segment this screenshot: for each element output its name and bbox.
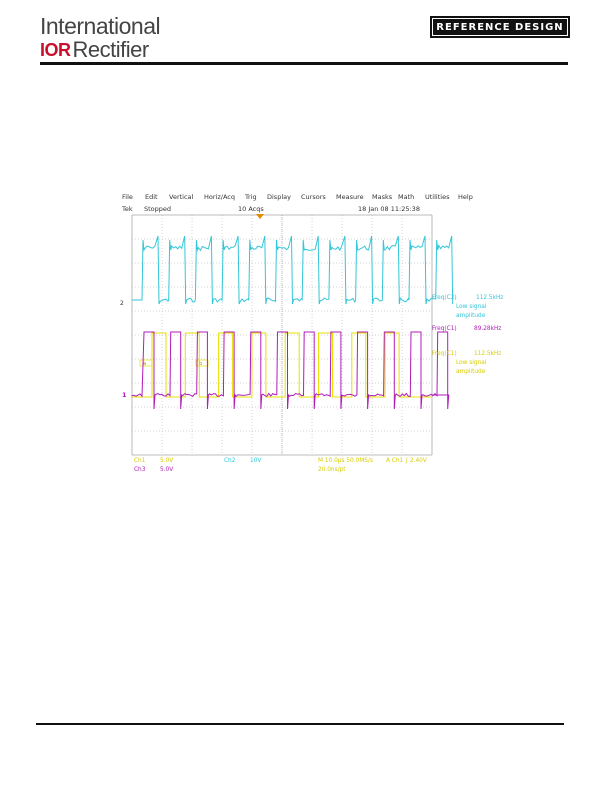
scope-menu-masks[interactable]: Masks [372, 193, 393, 201]
scope-menu-display[interactable]: Display [267, 193, 291, 201]
meas-freq-c1b-note1: Low signal [456, 360, 487, 366]
footer-rule [36, 723, 564, 725]
scope-menu-help[interactable]: Help [458, 193, 473, 201]
ch2-waveform-cyan [131, 235, 454, 305]
meas-freq-c1b-note2: amplitude [456, 369, 486, 375]
footer-ch3-scale: 5.0V [160, 467, 173, 473]
meas-freq-c2-note2: amplitude [456, 313, 486, 319]
meas-freq-c1-label: Freq(C1) [432, 326, 457, 332]
logo-text-rectifier: Rectifier [72, 37, 150, 62]
logo-text-international: International [40, 13, 161, 39]
scope-menu-measure[interactable]: Measure [336, 193, 364, 201]
footer-ch1-label: Ch1 [134, 458, 146, 464]
scope-run-state: Stopped [144, 205, 172, 213]
meas-freq-c2-value: 112.5kHz [476, 295, 503, 301]
scope-menu-trig[interactable]: Trig [245, 193, 257, 201]
scope-menu-math[interactable]: Math [398, 193, 415, 201]
trigger-position-marker [256, 214, 264, 219]
footer-timebase: M 10.0μs 50.0MS/s [318, 458, 373, 464]
footer-trigger: A Ch1 ∫ 2.40V [386, 457, 427, 464]
scope-acq-count: 10 Acqs [238, 205, 264, 213]
ch1-waveform-yellow [132, 332, 432, 398]
scope-menu-utilities[interactable]: Utilities [425, 193, 450, 201]
oscilloscope-screenshot: File Edit Vertical Horiz/Acq Trig Displa… [114, 190, 504, 475]
cursor-b-box [195, 359, 209, 367]
footer-ch2-label: Ch2 [224, 458, 236, 464]
scope-menu-vertical[interactable]: Vertical [169, 193, 194, 201]
meas-freq-c1b-label: Freq(C1) [432, 351, 457, 357]
header-rule [40, 62, 568, 65]
scope-menu-cursors[interactable]: Cursors [301, 193, 326, 201]
cursor-b-tag: b [199, 361, 202, 367]
scope-brand: Tek [122, 205, 133, 213]
scope-menu-horiz-acq[interactable]: Horiz/Acq [204, 193, 235, 201]
company-logo: International IOR Rectifier [40, 13, 161, 63]
cursor-a-tag: a [143, 361, 146, 367]
footer-ch3-label: Ch3 [134, 467, 146, 473]
footer-ch1-scale: 5.0V [160, 458, 173, 464]
logo-ior-mark: IOR [40, 39, 71, 60]
scope-menu-file[interactable]: File [122, 193, 133, 201]
ch1-level-marker: 1 [122, 391, 127, 399]
scope-graticule [131, 214, 433, 456]
meas-freq-c2-note1: Low signal [456, 304, 487, 310]
ch3-waveform-magenta [131, 331, 450, 410]
meas-freq-c1b-value: 112.5kHz [474, 351, 501, 357]
footer-sample-interval: 20.0ns/pt [318, 467, 346, 473]
scope-datetime: 18 Jan 08 11:25:38 [358, 205, 420, 213]
ch2-level-marker: 2 [120, 300, 124, 307]
meas-freq-c2-label: Freq(C2) [432, 295, 457, 301]
meas-freq-c1-value: 89.28kHz [474, 326, 501, 332]
scope-menu-bar: File Edit Vertical Horiz/Acq Trig Displa… [114, 190, 504, 204]
scope-menu-edit[interactable]: Edit [145, 193, 158, 201]
footer-ch2-scale: 10V [250, 458, 261, 464]
reference-design-badge: REFERENCE DESIGN [430, 16, 570, 38]
scope-display: 2 1 a b Freq(C2) 112.5kHz Low signal amp… [120, 214, 503, 473]
